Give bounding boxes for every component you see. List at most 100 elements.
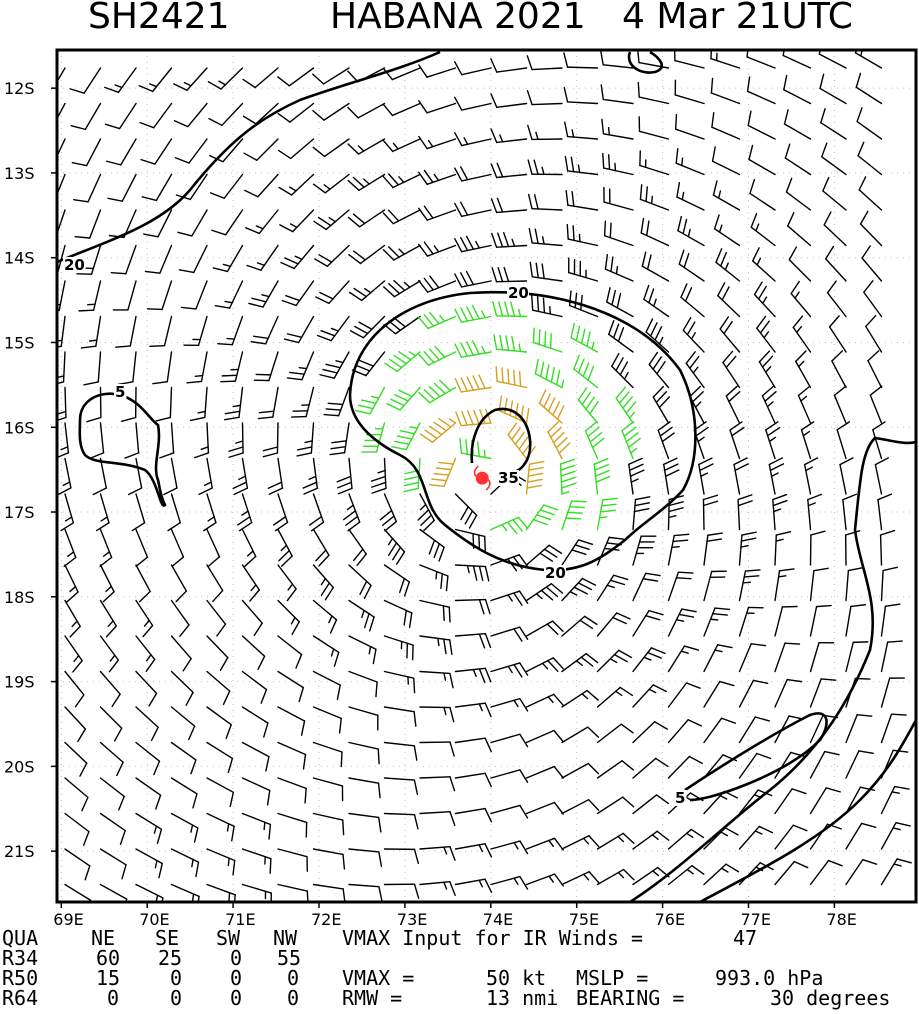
r64-ne: 0 <box>107 986 120 1010</box>
wind-barb <box>315 280 350 305</box>
wind-barb <box>774 568 795 602</box>
wind-barb <box>667 828 705 850</box>
wind-barb <box>880 858 912 886</box>
wind-barb <box>643 284 670 318</box>
wind-barb <box>382 138 421 153</box>
wind-barb <box>135 777 162 810</box>
wind-barb <box>491 232 528 248</box>
wind-barb <box>382 67 421 81</box>
wind-barb <box>677 215 705 247</box>
wind-barb <box>64 883 92 902</box>
wind-barb <box>228 422 244 458</box>
wind-barb <box>559 458 577 495</box>
wind-barb <box>765 421 781 460</box>
wind-barb <box>602 152 634 176</box>
wind-barb <box>725 385 741 424</box>
wind-barb <box>787 212 812 247</box>
wind-barb <box>525 583 564 602</box>
wind-barb <box>715 248 741 282</box>
wind-barb <box>383 741 418 761</box>
wind-barb <box>241 812 272 840</box>
wind-barb <box>57 280 66 312</box>
storm-center-icon <box>473 465 491 491</box>
wind-barb <box>596 574 629 602</box>
wind-barb <box>74 209 102 239</box>
wind-barb <box>855 72 883 105</box>
wind-barb <box>112 280 137 311</box>
wind-barb <box>212 244 244 273</box>
wind-barb <box>685 351 705 389</box>
wind-barb <box>637 81 670 105</box>
wind-barb <box>803 457 819 495</box>
wind-barb <box>117 351 137 386</box>
wind-barb <box>64 564 79 603</box>
wind-barb <box>95 493 110 532</box>
wind-barb <box>104 67 137 94</box>
wind-barb <box>64 599 81 638</box>
wind-barb <box>561 798 600 815</box>
wind-barb <box>525 729 564 744</box>
wind-barb <box>80 315 102 349</box>
wind-barb <box>92 457 107 496</box>
wind-barb <box>454 528 487 552</box>
wind-barb <box>738 716 770 744</box>
wind-barb <box>384 350 421 373</box>
wind-barb <box>792 315 812 353</box>
title-bar: SH2421 HABANA 2021 4 Mar 21UTC <box>0 0 919 46</box>
wind-barb <box>312 528 330 567</box>
wind-barb <box>173 102 208 128</box>
wind-barb <box>348 812 382 833</box>
lon-label: 74E <box>483 910 513 929</box>
wind-barb <box>454 132 492 147</box>
wind-barb <box>601 118 634 140</box>
wind-barb <box>419 810 456 827</box>
wind-barb <box>71 138 102 167</box>
wind-barb <box>257 386 279 420</box>
map-frame <box>55 48 918 904</box>
wind-barb <box>253 351 279 382</box>
wind-barb <box>383 599 413 629</box>
mslp-value: 993.0 hPa <box>715 966 824 990</box>
wind-barb <box>632 496 651 531</box>
wind-barb <box>561 726 600 744</box>
wind-barb <box>206 706 232 740</box>
wind-barb <box>880 677 905 708</box>
wind-barb <box>880 713 907 744</box>
wind-barb <box>676 181 705 211</box>
wind-barb <box>831 350 847 389</box>
wind-barb <box>237 493 253 532</box>
wind-barb <box>753 281 776 318</box>
wind-barb <box>146 280 173 311</box>
wind-barb <box>64 670 85 708</box>
wind-barb <box>241 777 271 806</box>
wind-barb <box>680 283 705 318</box>
wind-barb <box>206 635 229 671</box>
wind-barb <box>525 873 564 887</box>
contour-label: 5 <box>115 383 125 401</box>
wind-barb <box>383 883 420 899</box>
wind-barb <box>525 460 545 495</box>
wind-barb <box>336 457 353 495</box>
wind-barb <box>490 733 529 748</box>
wind-barb <box>632 757 669 779</box>
wind-barb <box>713 214 741 247</box>
wind-barb <box>525 504 559 531</box>
wind-barb <box>641 251 670 282</box>
wind-barb <box>880 749 909 779</box>
wind-barb <box>64 777 89 812</box>
wind-barb <box>347 173 386 192</box>
wind-barb <box>809 678 837 708</box>
wind-barb <box>809 859 843 886</box>
wind-barb <box>159 422 175 459</box>
wind-barb <box>193 422 210 459</box>
wind-barb <box>632 535 657 566</box>
wind-barb <box>788 246 812 282</box>
wind-barb <box>561 762 600 779</box>
wind-barb <box>749 178 776 211</box>
wind-barb <box>348 635 377 665</box>
wind-barb <box>206 812 235 842</box>
wind-barb <box>141 173 173 202</box>
wind-barb <box>69 67 102 94</box>
wind-barb <box>173 67 208 91</box>
wind-barb <box>703 863 740 886</box>
